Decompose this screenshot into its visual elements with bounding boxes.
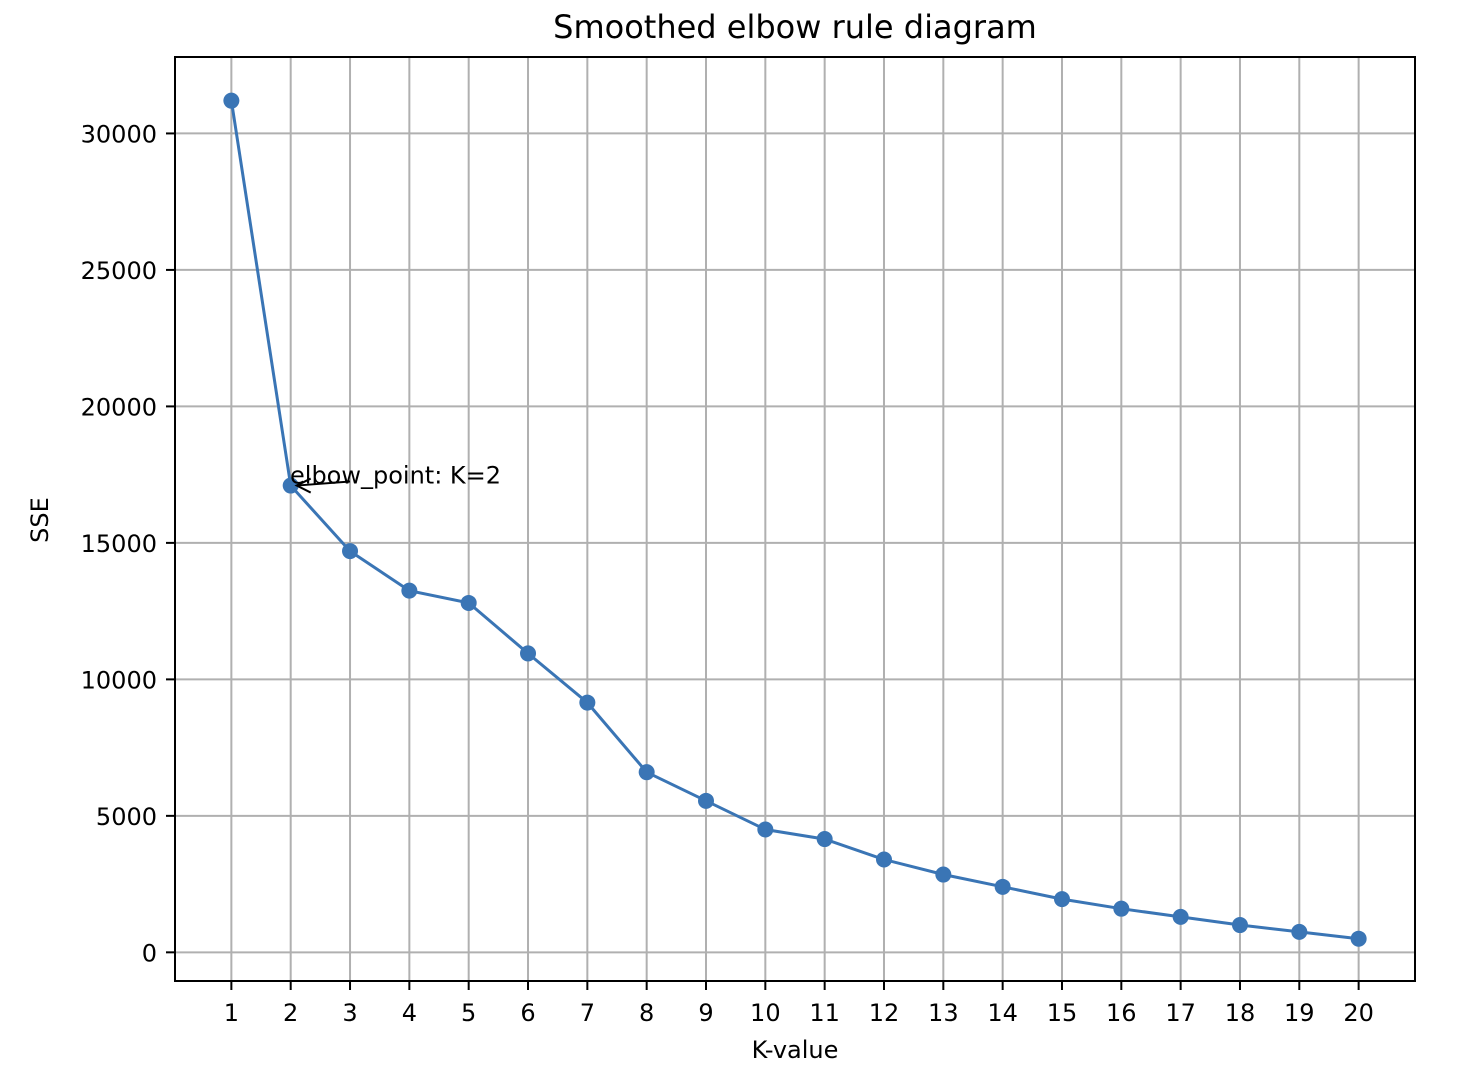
data-point — [401, 582, 418, 599]
plot-frame — [174, 56, 1416, 982]
data-point — [460, 594, 477, 611]
x-tick-label: 2 — [283, 999, 298, 1027]
x-tick-label: 5 — [461, 999, 476, 1027]
data-point — [638, 764, 655, 781]
y-tick-label: 10000 — [81, 666, 157, 694]
data-point — [1350, 930, 1367, 947]
x-tick-label: 19 — [1284, 999, 1315, 1027]
data-point — [282, 477, 299, 494]
annotation: elbow_point: K=2 — [290, 461, 501, 494]
y-tick-label: 5000 — [96, 803, 157, 831]
y-tick-label: 20000 — [81, 393, 157, 421]
data-point — [875, 851, 892, 868]
grid — [175, 57, 1415, 981]
x-axis-label: K-value — [752, 1036, 839, 1064]
x-tick-label: 18 — [1225, 999, 1256, 1027]
data-point — [1113, 900, 1130, 917]
x-tick-label: 12 — [869, 999, 900, 1027]
data-point — [520, 645, 537, 662]
x-tick-label: 14 — [987, 999, 1018, 1027]
data-point — [579, 694, 596, 711]
annotation-arrow-head — [294, 477, 312, 494]
data-point — [1053, 891, 1070, 908]
x-tick-label: 7 — [580, 999, 595, 1027]
elbow-annotation-label: elbow_point: K=2 — [290, 461, 501, 489]
chart-title: Smoothed elbow rule diagram — [553, 8, 1037, 46]
x-tick-label: 6 — [520, 999, 535, 1027]
x-tick-label: 17 — [1165, 999, 1196, 1027]
x-tick-label: 3 — [342, 999, 357, 1027]
y-tick-label: 15000 — [81, 530, 157, 558]
x-tick-label: 16 — [1106, 999, 1137, 1027]
data-point — [342, 543, 359, 560]
x-tick-label: 20 — [1343, 999, 1374, 1027]
y-axis: 0 5000 10000 15000 20000 25000 30000 — [81, 120, 175, 967]
y-tick-label: 30000 — [81, 120, 157, 148]
y-tick-label: 25000 — [81, 257, 157, 285]
x-tick-label: 11 — [809, 999, 840, 1027]
data-point — [223, 92, 240, 109]
x-tick-label: 1 — [224, 999, 239, 1027]
x-tick-label: 8 — [639, 999, 654, 1027]
data-point — [816, 831, 833, 848]
y-tick-label: 0 — [142, 939, 157, 967]
data-point — [994, 878, 1011, 895]
x-tick-label: 15 — [1047, 999, 1078, 1027]
data-point — [698, 792, 715, 809]
annotation-arrow-shaft — [296, 480, 351, 487]
data-point — [935, 866, 952, 883]
x-tick-label: 4 — [402, 999, 417, 1027]
x-axis: 1 2 3 4 5 6 7 8 9 10 11 12 13 14 15 16 17 18 19 20 — [224, 981, 1374, 1027]
x-tick-label: 9 — [698, 999, 713, 1027]
x-tick-label: 13 — [928, 999, 959, 1027]
y-axis-label: SSE — [26, 497, 54, 543]
series-line — [229, 100, 1359, 941]
data-point — [1231, 917, 1248, 934]
data-point — [757, 821, 774, 838]
series-sse — [223, 92, 1367, 947]
x-tick-label: 10 — [750, 999, 781, 1027]
data-point — [1172, 908, 1189, 925]
data-point — [1291, 923, 1308, 940]
